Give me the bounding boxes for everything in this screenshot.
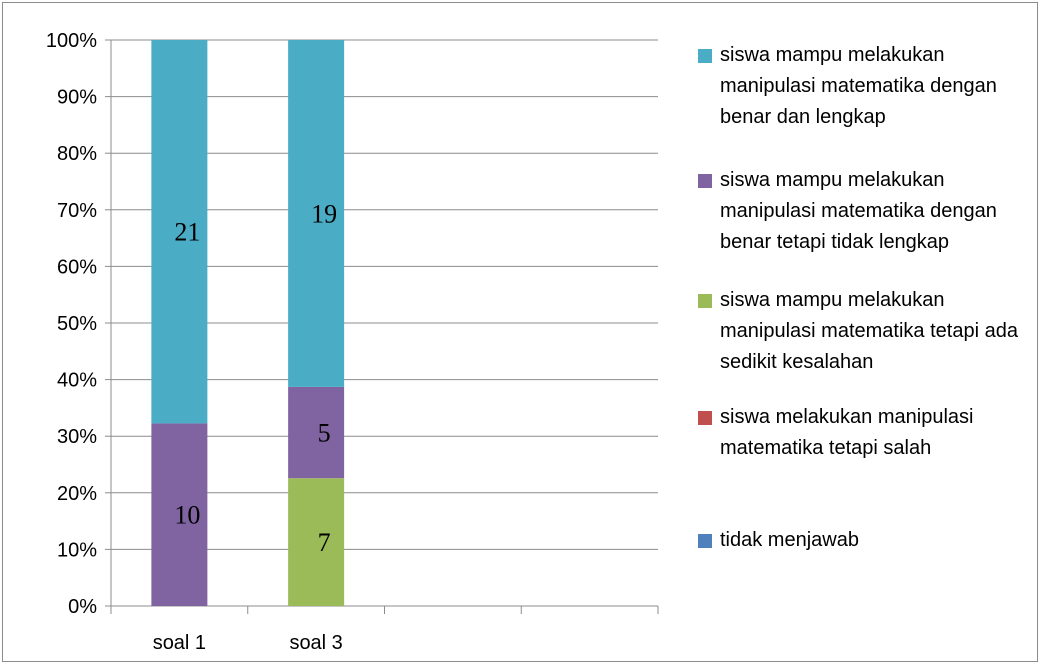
legend-label: siswa mampu melakukan manipulasi matemat…	[720, 169, 997, 253]
bar-segment	[288, 40, 345, 387]
y-tick-label: 80%	[57, 143, 97, 165]
y-tick-label: 90%	[57, 87, 97, 109]
data-label: 21	[174, 218, 200, 247]
data-label: 10	[174, 501, 200, 530]
legend-swatch	[698, 411, 712, 425]
legend-label: siswa mampu melakukan manipulasi matemat…	[720, 44, 997, 128]
y-tick-label: 30%	[57, 426, 97, 448]
legend-swatch	[698, 294, 712, 308]
data-label: 7	[318, 528, 331, 557]
y-tick-label: 70%	[57, 200, 97, 222]
data-label: 19	[311, 199, 337, 228]
x-tick-label: soal 3	[289, 632, 342, 654]
y-tick-label: 60%	[57, 256, 97, 278]
bar-segment	[288, 478, 345, 606]
legend-label: siswa mampu melakukan manipulasi matemat…	[720, 289, 1018, 373]
x-tick-label: soal 1	[153, 632, 206, 654]
legend-swatch	[698, 174, 712, 188]
y-tick-label: 10%	[57, 539, 97, 561]
bar-segment	[151, 423, 208, 606]
y-tick-label: 40%	[57, 370, 97, 392]
legend-swatch	[698, 49, 712, 63]
data-label: 5	[318, 419, 331, 448]
legend-swatch	[698, 534, 712, 548]
bar-segment	[151, 40, 208, 424]
y-tick-label: 0%	[68, 596, 97, 618]
y-tick-label: 20%	[57, 483, 97, 505]
legend-label: tidak menjawab	[720, 529, 859, 551]
y-tick-label: 100%	[46, 30, 97, 52]
y-tick-label: 50%	[57, 313, 97, 335]
legend-label: siswa melakukan manipulasi matematika te…	[720, 406, 974, 459]
bar-segment	[288, 386, 345, 479]
